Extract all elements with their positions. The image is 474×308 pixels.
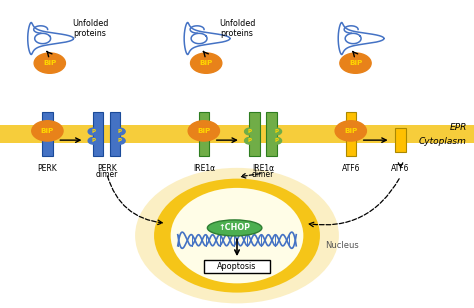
Circle shape: [335, 121, 366, 141]
Bar: [42, 112, 53, 156]
Text: Apoptosis: Apoptosis: [217, 262, 257, 271]
Text: P: P: [248, 129, 252, 134]
Circle shape: [88, 128, 99, 135]
Circle shape: [32, 121, 63, 141]
Text: BiP: BiP: [200, 60, 213, 66]
Circle shape: [188, 121, 219, 141]
Text: IRE1α: IRE1α: [193, 164, 215, 173]
Text: Cytoplasm: Cytoplasm: [419, 137, 467, 146]
Text: proteins: proteins: [220, 29, 254, 38]
Circle shape: [115, 137, 125, 144]
Text: proteins: proteins: [73, 29, 107, 38]
Text: ATF6: ATF6: [391, 164, 410, 173]
Bar: [204, 260, 270, 273]
Ellipse shape: [171, 188, 303, 283]
Text: Unfolded: Unfolded: [72, 19, 108, 28]
Circle shape: [88, 137, 99, 144]
Text: BiP: BiP: [344, 128, 357, 134]
Bar: [249, 112, 260, 156]
Text: IRE1α: IRE1α: [252, 164, 274, 173]
Circle shape: [271, 128, 282, 135]
Text: PERK: PERK: [97, 164, 117, 173]
Bar: [346, 112, 356, 156]
Text: P: P: [118, 129, 122, 134]
Circle shape: [191, 53, 222, 73]
Text: ↑CHOP: ↑CHOP: [219, 223, 251, 233]
Text: EPR: EPR: [449, 123, 467, 132]
Circle shape: [340, 53, 371, 73]
Text: BiP: BiP: [41, 128, 54, 134]
Text: BiP: BiP: [43, 60, 56, 66]
Circle shape: [245, 137, 255, 144]
Ellipse shape: [135, 168, 339, 303]
Text: P: P: [274, 129, 278, 134]
Text: Unfolded: Unfolded: [219, 19, 255, 28]
Text: P: P: [274, 138, 278, 143]
Text: dimer: dimer: [95, 170, 118, 179]
Circle shape: [245, 128, 255, 135]
Bar: [266, 112, 277, 156]
Bar: [110, 112, 120, 156]
Text: P: P: [91, 129, 95, 134]
Bar: [93, 112, 103, 156]
Bar: [395, 128, 406, 152]
Circle shape: [34, 53, 65, 73]
Text: ATF6: ATF6: [341, 164, 360, 173]
Circle shape: [271, 137, 282, 144]
Circle shape: [115, 128, 125, 135]
Ellipse shape: [154, 179, 320, 293]
Text: P: P: [91, 138, 95, 143]
Text: PERK: PERK: [37, 164, 57, 173]
Text: BiP: BiP: [349, 60, 362, 66]
Bar: [0, 125, 474, 143]
Bar: [199, 112, 209, 156]
Text: BiP: BiP: [197, 128, 210, 134]
Text: P: P: [118, 138, 122, 143]
Ellipse shape: [207, 220, 262, 236]
Text: dimer: dimer: [252, 170, 274, 179]
Text: Nucleus: Nucleus: [325, 241, 358, 250]
Text: P: P: [248, 138, 252, 143]
